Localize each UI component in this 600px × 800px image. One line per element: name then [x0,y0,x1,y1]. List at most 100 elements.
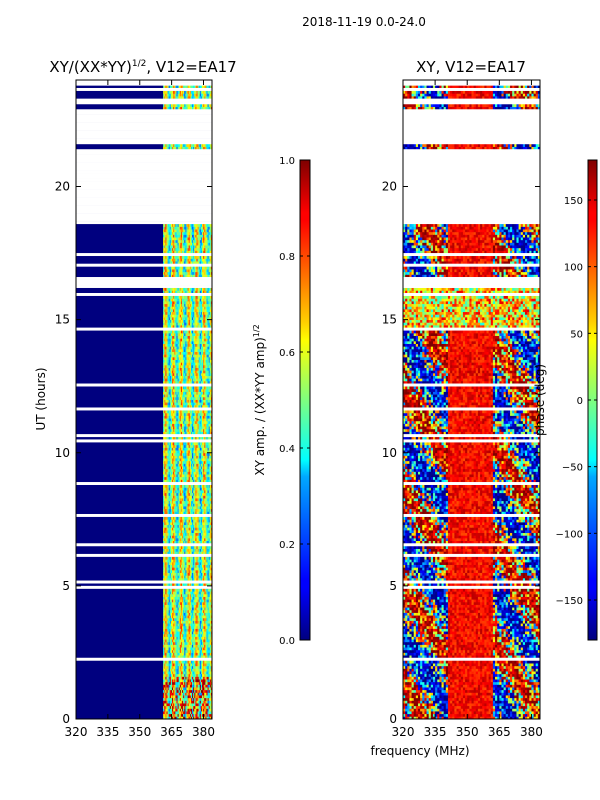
amplitude-cell [188,487,191,491]
amplitude-cell [187,476,190,480]
amplitude-cell [194,668,196,672]
amplitude-cell [166,529,168,534]
amplitude-cell [192,495,194,499]
amplitude-cell [174,535,176,539]
amplitude-cell [195,575,197,579]
amplitude-cell [196,620,198,624]
amplitude-cell [163,623,165,627]
amplitude-cell [182,577,184,581]
amplitude-cell [206,684,208,688]
amplitude-cell [189,391,192,395]
amplitude-cell [187,500,190,504]
amplitude-cell [176,484,178,488]
amplitude-cell [178,567,181,571]
amplitude-cell [188,500,191,504]
amplitude-cell [184,615,186,619]
amplitude-cell [210,415,212,419]
amplitude-cell [207,479,210,483]
amplitude-cell [186,577,188,581]
amplitude-cell [179,615,182,619]
amplitude-cell [204,684,206,688]
amplitude-cell [166,503,168,507]
amplitude-cell [197,396,200,400]
amplitude-cell [173,516,175,520]
amplitude-cell [209,474,212,478]
amplitude-cell [165,476,167,480]
amplitude-cell [210,474,212,478]
amplitude-cell [207,697,210,701]
amplitude-cell [170,607,173,611]
amplitude-cell [189,521,192,526]
amplitude-cell [199,391,202,395]
amplitude-cell [174,524,176,528]
amplitude-cell [163,649,165,653]
amplitude-cell [185,545,187,549]
amplitude-cell [178,548,181,552]
amplitude-cell [205,428,207,432]
amplitude-cell [208,532,211,536]
amplitude-cell [169,532,172,536]
amplitude-cell [187,524,190,528]
amplitude-cell [208,620,211,624]
amplitude-cell [163,516,165,520]
amplitude-cell [187,689,190,693]
amplitude-cell [202,452,204,456]
amplitude-cell [199,620,202,624]
amplitude-cell [163,511,165,515]
amplitude-cell [180,639,183,643]
amplitude-cell [192,450,194,454]
amplitude-cell [173,649,175,653]
amplitude-cell [203,463,205,467]
amplitude-cell [206,527,208,531]
amplitude-cell [186,500,188,504]
amplitude-cell [173,556,175,560]
amplitude-cell [204,519,206,523]
amplitude-cell [172,700,174,704]
amplitude-cell [193,412,195,416]
amplitude-cell [196,711,198,715]
amplitude-cell [182,548,184,552]
amplitude-cell [175,633,177,637]
amplitude-cell [197,591,200,595]
amplitude-cell [192,551,194,555]
amplitude-cell [197,687,200,691]
amplitude-cell [165,636,167,640]
amplitude-cell [180,506,183,510]
amplitude-cell [168,415,171,419]
amplitude-cell [209,410,212,414]
amplitude-cell [182,468,184,472]
amplitude-cell [204,455,206,459]
amplitude-cell [182,450,184,454]
amplitude-cell [195,679,197,683]
amplitude-cell [166,625,168,629]
amplitude-cell [182,660,184,664]
amplitude-cell [199,498,202,502]
amplitude-cell [193,450,195,454]
amplitude-cell [170,540,173,544]
amplitude-cell [185,671,187,675]
amplitude-cell [196,577,198,581]
amplitude-cell [164,647,166,651]
amplitude-cell [180,540,183,544]
amplitude-cell [207,476,210,480]
amplitude-cell [198,593,201,597]
amplitude-cell [163,527,165,531]
amplitude-cell [193,652,195,656]
amplitude-cell [192,521,194,526]
amplitude-cell [192,601,194,605]
amplitude-cell [183,532,185,536]
amplitude-cell [198,692,201,696]
amplitude-cell [188,596,191,600]
amplitude-cell [198,644,201,648]
amplitude-cell [164,431,166,435]
amplitude-cell [178,447,181,451]
amplitude-cell [192,695,194,699]
amplitude-cell [195,604,197,608]
amplitude-cell [176,506,178,510]
amplitude-cell [174,716,176,719]
amplitude-cell [187,399,190,403]
amplitude-cell [188,687,191,691]
amplitude-cell [163,500,165,504]
amplitude-cell [164,559,166,563]
amplitude-cell [174,631,176,635]
